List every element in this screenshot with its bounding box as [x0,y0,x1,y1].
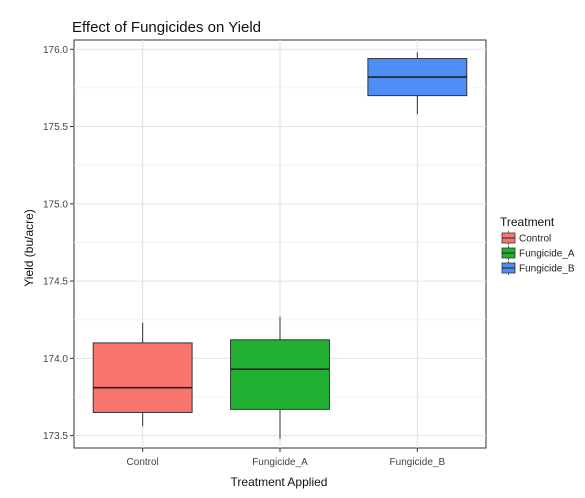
y-tick-label: 173.5 [43,431,68,442]
x-tick-label: Fungicide_B [390,457,446,468]
legend: Treatment Control Fungicide_A Fungicide_B [500,215,575,275]
x-tick-label: Fungicide_A [252,457,308,468]
x-axis-title: Treatment Applied [231,475,328,489]
box-iqr [230,339,330,410]
y-tick-label: 174.5 [43,277,68,288]
legend-label: Fungicide_A [519,249,575,260]
boxplot-control [92,322,193,427]
legend-title: Treatment [500,215,555,229]
box-iqr [92,342,193,413]
chart-title: Effect of Fungicides on Yield [72,19,261,36]
legend-key-fungicide-a: Fungicide_A [501,246,575,260]
y-tick-label: 174.0 [43,354,68,365]
boxplot-fungicide-b [367,52,468,115]
legend-key-control: Control [501,231,551,245]
x-tick-label: Control [127,457,159,468]
y-tick-label: 176.0 [43,45,68,56]
boxplot-fungicide-a [230,316,330,439]
legend-label: Fungicide_B [519,264,575,275]
y-tick-label: 175.5 [43,122,68,133]
y-axis-ticks: 173.5 174.0 174.5 175.0 175.5 176.0 [43,45,74,442]
y-tick-label: 175.0 [43,199,68,210]
legend-key-fungicide-b: Fungicide_B [501,261,575,275]
legend-label: Control [519,234,551,245]
boxplots [92,52,468,439]
y-axis-title: Yield (bu/acre) [22,209,36,287]
x-axis-ticks: Control Fungicide_A Fungicide_B [127,448,446,468]
